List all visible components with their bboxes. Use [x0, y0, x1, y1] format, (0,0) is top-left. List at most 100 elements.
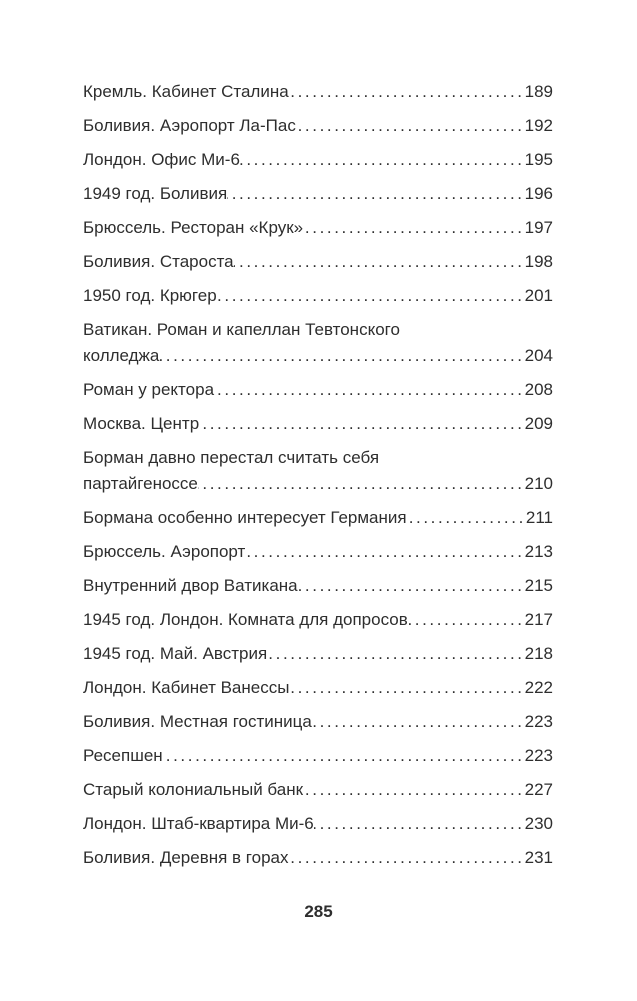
toc-entry-title: Ресепшен [83, 746, 163, 765]
dot-leader: ........................................… [289, 82, 525, 101]
toc-entry-page: 201 [524, 286, 553, 305]
toc-entry-line: Бормана особенно интересует Германия....… [83, 505, 553, 531]
toc-entry-line: Москва. Центр...........................… [83, 411, 553, 437]
toc-entry-page: 197 [524, 218, 553, 237]
toc-entry-page: 210 [524, 474, 553, 493]
toc-entry-line: партайгеноссе...........................… [83, 471, 553, 497]
toc-entry-title: Борман давно перестал считать себя [83, 448, 380, 467]
toc-entry-page: 222 [524, 678, 553, 697]
toc-entry-title: Боливия. Деревня в горах [83, 848, 289, 867]
toc-entry-page: 208 [524, 380, 553, 399]
toc-entry-page: 195 [524, 150, 553, 169]
toc-entry-line: Ресепшен................................… [83, 743, 553, 769]
toc-entry: Лондон. Кабинет Ванессы.................… [83, 675, 553, 701]
dot-leader: ........................................… [245, 542, 525, 561]
toc-entry: 1945 год. Лондон. Комната для допросов..… [83, 607, 553, 633]
toc-entry-title: Роман у ректора [83, 380, 215, 399]
dot-leader: ........................................… [313, 814, 525, 833]
toc-entry-line: Лондон. Офис Ми-6.......................… [83, 147, 553, 173]
toc-entry-title: Внутренний двор Ватикана [83, 576, 298, 595]
toc-entry: Лондон. Штаб-квартира Ми-6..............… [83, 811, 553, 837]
toc-entry: Москва. Центр...........................… [83, 411, 553, 437]
toc-entry-line: Лондон. Кабинет Ванессы.................… [83, 675, 553, 701]
dot-leader: ........................................… [303, 780, 525, 799]
toc-entry-page: 223 [524, 746, 553, 765]
toc-entry-title: Боливия. Местная гостиница [83, 712, 312, 731]
dot-leader: ........................................… [296, 116, 525, 135]
toc-entry: Брюссель. Аэропорт......................… [83, 539, 553, 565]
dot-leader: ........................................… [297, 576, 525, 595]
toc-entry-line: Старый колониальный банк................… [83, 777, 553, 803]
dot-leader: ........................................… [407, 610, 525, 629]
toc-entry-line: Боливия. Староста.......................… [83, 249, 553, 275]
toc-entry-line: Роман у ректора.........................… [83, 377, 553, 403]
dot-leader: ........................................… [197, 474, 525, 493]
toc-entry-title: 1949 год. Боливия [83, 184, 228, 203]
toc-entry-title: Брюссель. Ресторан «Крук» [83, 218, 304, 237]
toc-entry: Боливия. Местная гостиница..............… [83, 709, 553, 735]
toc-entry: Борман давно перестал считать себя партай… [83, 445, 553, 497]
page-number: 285 [304, 902, 333, 921]
dot-leader: ........................................… [159, 346, 525, 365]
toc-entry: Кремль. Кабинет Сталина.................… [83, 79, 553, 105]
toc-entry-line: Брюссель. Ресторан «Крук»...............… [83, 215, 553, 241]
toc-entry-page: 217 [524, 610, 553, 629]
toc-entry-page: 218 [524, 644, 553, 663]
dot-leader: ........................................… [289, 848, 525, 867]
toc-entry-page: 213 [524, 542, 553, 561]
toc-entry-title: партайгеноссе [83, 474, 198, 493]
toc-entry-page: 231 [524, 848, 553, 867]
toc-entry-title: Лондон. Офис Ми-6 [83, 150, 240, 169]
toc-entry: Роман у ректора.........................… [83, 377, 553, 403]
toc-entry: Бормана особенно интересует Германия....… [83, 505, 553, 531]
toc-entry-line: 1949 год. Боливия.......................… [83, 181, 553, 207]
dot-leader: ........................................… [214, 380, 525, 399]
toc-entry-line: Боливия. Местная гостиница..............… [83, 709, 553, 735]
dot-leader: ........................................… [311, 712, 525, 731]
toc-entry-title: Кремль. Кабинет Сталина [83, 82, 289, 101]
toc-entry-title: Боливия. Староста [83, 252, 234, 271]
dot-leader: ........................................… [267, 644, 525, 663]
dot-leader: ........................................… [227, 184, 525, 203]
dot-leader: ........................................… [234, 252, 525, 271]
toc-entry: Старый колониальный банк................… [83, 777, 553, 803]
dot-leader: ........................................… [199, 414, 525, 433]
toc-entry: Внутренний двор Ватикана................… [83, 573, 553, 599]
dot-leader: ........................................… [303, 218, 525, 237]
toc-entry-page: 196 [524, 184, 553, 203]
dot-leader: ........................................… [239, 150, 525, 169]
toc-entry: Боливия. Деревня в горах................… [83, 845, 553, 871]
toc-entry: Брюссель. Ресторан «Крук»...............… [83, 215, 553, 241]
toc-entry-title: Бормана особенно интересует Германия [83, 508, 407, 527]
toc-entry-page: 209 [524, 414, 553, 433]
toc-entry-line: 1945 год. Май. Австрия..................… [83, 641, 553, 667]
toc-entry-line: Ватикан. Роман и капеллан Тевтонского [83, 317, 553, 343]
toc-entry-page: 215 [524, 576, 553, 595]
toc-entry-line: колледжа................................… [83, 343, 553, 369]
toc-entry-title: 1945 год. Лондон. Комната для допросов [83, 610, 408, 629]
toc-entry-page: 211 [525, 508, 553, 527]
toc-entry: Ватикан. Роман и капеллан Тевтонского кол… [83, 317, 553, 369]
toc-entry-page: 223 [524, 712, 553, 731]
toc-entry-line: Боливия. Аэропорт Ла-Пас................… [83, 113, 553, 139]
toc-entry-title: 1945 год. Май. Австрия [83, 644, 268, 663]
toc-entry: Ресепшен................................… [83, 743, 553, 769]
toc-entry-page: 204 [524, 346, 553, 365]
toc-entry-line: 1950 год. Крюгер........................… [83, 283, 553, 309]
toc-entry-title: 1950 год. Крюгер [83, 286, 217, 305]
dot-leader: ........................................… [407, 508, 526, 527]
toc-entry-title: Ватикан. Роман и капеллан Тевтонского [83, 320, 400, 339]
toc-entry-title: Брюссель. Аэропорт [83, 542, 246, 561]
toc-entry: 1945 год. Май. Австрия..................… [83, 641, 553, 667]
toc-entry-line: 1945 год. Лондон. Комната для допросов..… [83, 607, 553, 633]
toc-entry: Боливия. Аэропорт Ла-Пас................… [83, 113, 553, 139]
toc-entry-title: колледжа [83, 346, 160, 365]
toc-entry-page: 227 [524, 780, 553, 799]
toc-entry-line: Лондон. Штаб-квартира Ми-6..............… [83, 811, 553, 837]
table-of-contents: Кремль. Кабинет Сталина.................… [83, 79, 553, 879]
toc-entry-page: 230 [524, 814, 553, 833]
toc-entry-page: 192 [524, 116, 553, 135]
toc-entry: 1949 год. Боливия.......................… [83, 181, 553, 207]
toc-entry: 1950 год. Крюгер........................… [83, 283, 553, 309]
toc-entry-title: Лондон. Кабинет Ванессы [83, 678, 290, 697]
